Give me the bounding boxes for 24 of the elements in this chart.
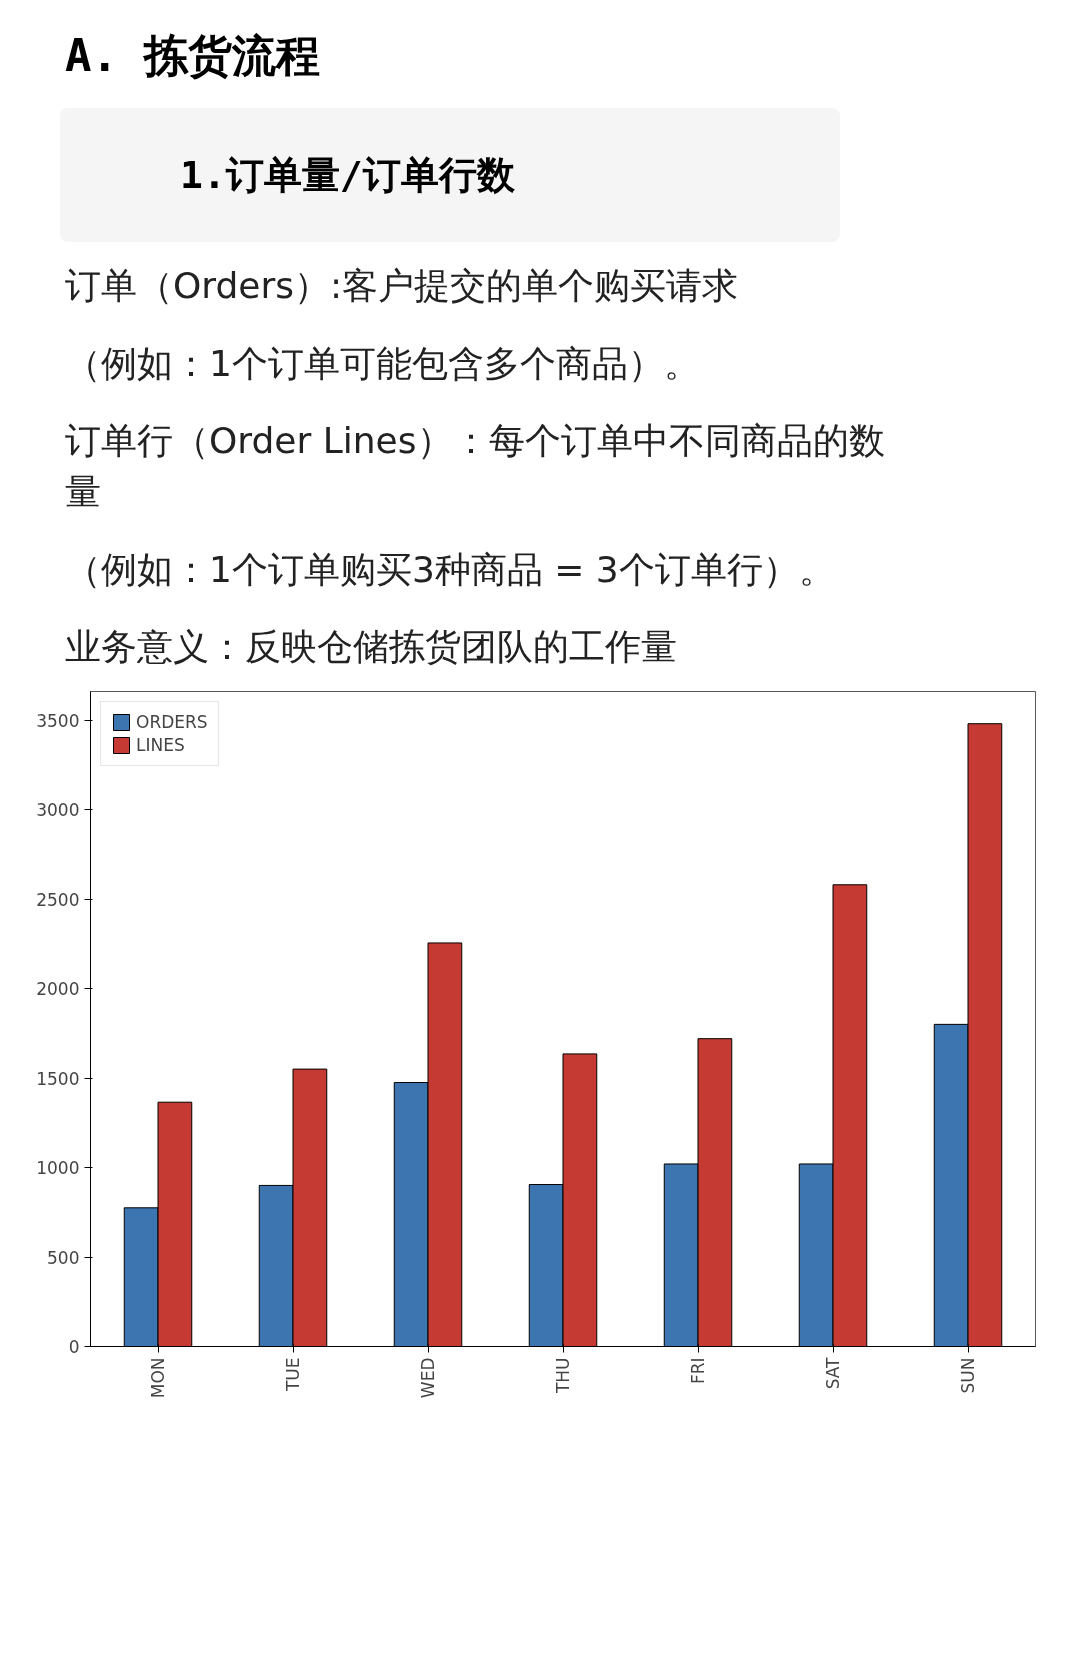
- chart-title: A. 拣货流程: [65, 29, 321, 83]
- x-tick-label: SUN: [958, 1357, 978, 1394]
- x-tick-label: WED: [418, 1357, 438, 1398]
- y-tick-label: 3500: [36, 710, 80, 731]
- y-tick-label: 3000: [36, 799, 80, 820]
- text: 业务意义：反映仓储拣货团队的工作量: [65, 625, 677, 670]
- x-tick-label: MON: [148, 1357, 168, 1398]
- x-tick-label: THU: [553, 1357, 573, 1394]
- legend-label: LINES: [136, 734, 185, 755]
- text: 订单行（Order Lines）：每个订单中不同商品的数量: [65, 418, 885, 515]
- x-tick-label: SAT: [823, 1356, 843, 1389]
- x-tick-label: FRI: [688, 1357, 708, 1384]
- legend-label: ORDERS: [136, 711, 208, 732]
- y-tick-label: 1500: [36, 1068, 80, 1089]
- y-tick-label: 0: [68, 1336, 80, 1357]
- y-tick-label: 1000: [36, 1157, 80, 1178]
- y-tick-label: 500: [47, 1247, 80, 1268]
- chart-subtitle: 1.订单量/订单行数: [180, 151, 515, 199]
- x-tick-label: TUE: [283, 1357, 303, 1392]
- text: （例如：1个订单购买3种商品 = 3个订单行）。: [65, 547, 835, 592]
- y-tick-label: 2000: [36, 978, 80, 999]
- text: 订单（Orders）:客户提交的单个购买请求: [65, 264, 739, 309]
- y-tick-label: 2500: [36, 889, 80, 910]
- text: （例如：1个订单可能包含多个商品）。: [65, 341, 700, 386]
